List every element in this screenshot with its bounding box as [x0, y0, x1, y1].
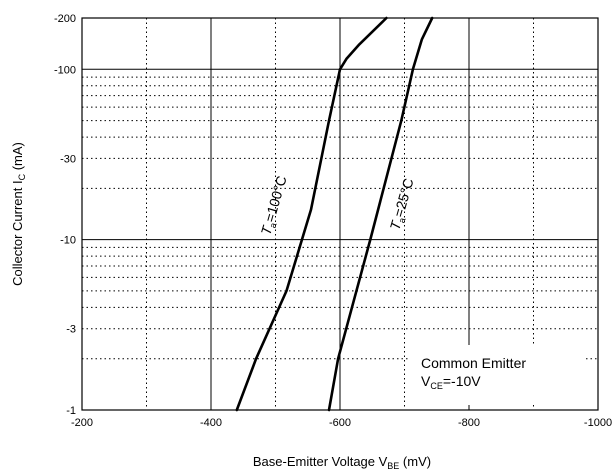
- y-axis-title-main: Collector Current I: [10, 180, 25, 285]
- annotation-vce-sub: CE: [430, 381, 443, 391]
- y-tick-label: -10: [60, 235, 76, 247]
- y-axis-title-unit: (mA): [10, 142, 25, 174]
- series-line-100c: [235, 16, 388, 412]
- x-axis-title: Base-Emitter Voltage VBE (mV): [253, 454, 431, 471]
- x-axis-title-unit: (mV): [399, 454, 431, 469]
- annotation-common-emitter: Common Emitter: [421, 355, 526, 371]
- series-line-25c: [327, 16, 434, 412]
- x-tick-label: -200: [71, 417, 93, 429]
- y-tick-label: -200: [54, 13, 76, 25]
- y-tick-label: -3: [66, 324, 76, 336]
- x-tick-label: -400: [200, 417, 222, 429]
- y-axis-title: Collector Current IC (mA): [10, 142, 27, 286]
- series-label-25c-rest: =25°C: [390, 176, 416, 218]
- x-axis-title-sub: BE: [387, 461, 399, 471]
- curves: [235, 16, 434, 412]
- annotation-box: [410, 345, 586, 405]
- x-tick-label: -600: [329, 417, 351, 429]
- y-axis-title-sub: C: [17, 173, 27, 180]
- annotation-vce: VCE=-10V: [421, 373, 481, 391]
- x-tick-label: -1000: [584, 417, 612, 429]
- plot-frame: [81, 17, 599, 411]
- series-label-25c: Ta=25°C: [387, 176, 419, 232]
- y-tick-label: -100: [54, 64, 76, 76]
- series-label-100c-rest: =100°C: [261, 174, 289, 224]
- x-tick-label: -800: [458, 417, 480, 429]
- series-label-100c: Ta=100°C: [258, 174, 292, 237]
- annotation-vce-rest: =-10V: [443, 373, 481, 389]
- y-tick-label: -30: [60, 153, 76, 165]
- y-tick-label: -1: [66, 405, 76, 417]
- grid: [82, 18, 598, 410]
- series-label-25c-sub: a: [397, 217, 408, 225]
- x-axis-title-main: Base-Emitter Voltage V: [253, 454, 388, 469]
- series-label-100c-sub: a: [268, 222, 279, 230]
- tick-labels: -200 -400 -600 -800 -1000 -1 -3 -10 -30 -100 -200: [54, 13, 612, 429]
- annotation-vce-main: V: [421, 373, 431, 389]
